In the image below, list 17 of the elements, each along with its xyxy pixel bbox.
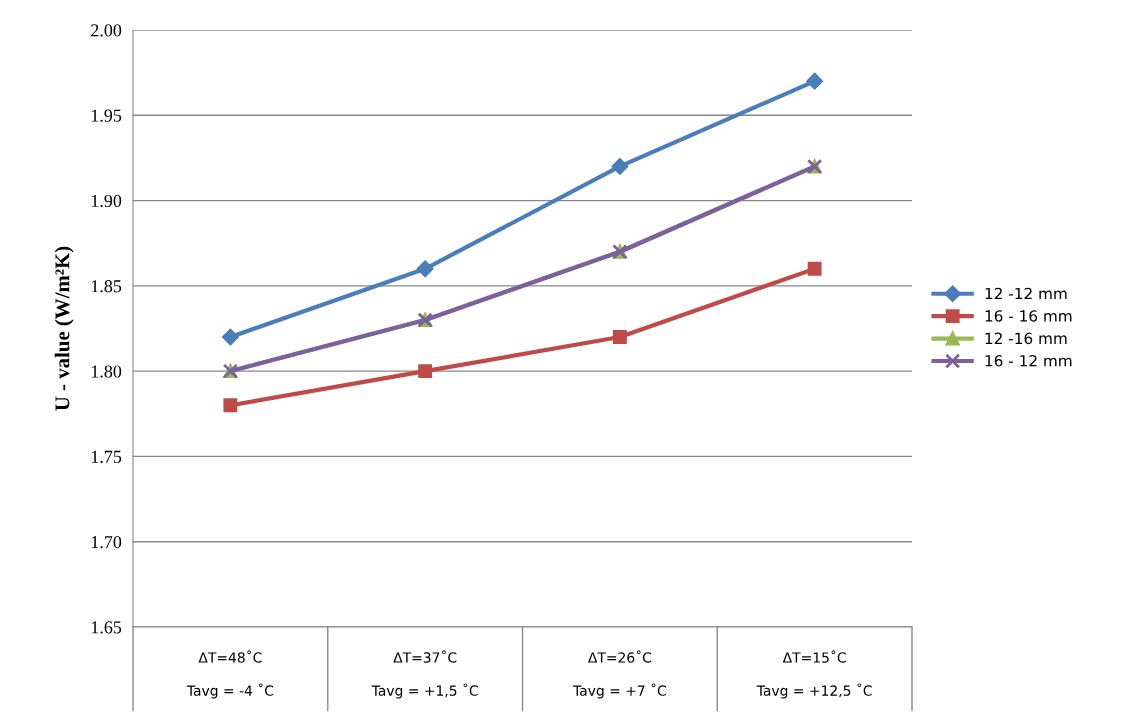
legend-label: 12 -12 mm [985,287,1067,300]
legend-label: 12 -16 mm [985,332,1067,345]
y-tick-label: 1.65 [91,621,122,634]
category-label: ΔT=26˚C Tavg = +7 ˚C [572,650,666,699]
y-tick-label: 1.85 [91,280,122,293]
legend-label: 16 - 12 mm [985,355,1072,367]
category-label: ΔT=15˚C Tavg = +12,5 ˚C [756,650,872,699]
y-axis-title: U - value (W/m²K) [54,246,74,411]
y-tick-label: 1.90 [91,194,122,208]
y-tick-label: 2.00 [91,24,122,37]
legend-label: 16 - 16 mm [985,310,1072,322]
y-tick-label: 1.75 [91,450,122,463]
category-label: ΔT=48˚C Tavg = -4 ˚C [186,650,274,699]
y-tick-label: 1.70 [91,535,122,549]
category-label: ΔT=37˚C Tavg = +1,5 ˚C [371,650,478,699]
y-tick-label: 1.95 [91,109,122,122]
y-tick-label: 1.80 [91,365,122,378]
